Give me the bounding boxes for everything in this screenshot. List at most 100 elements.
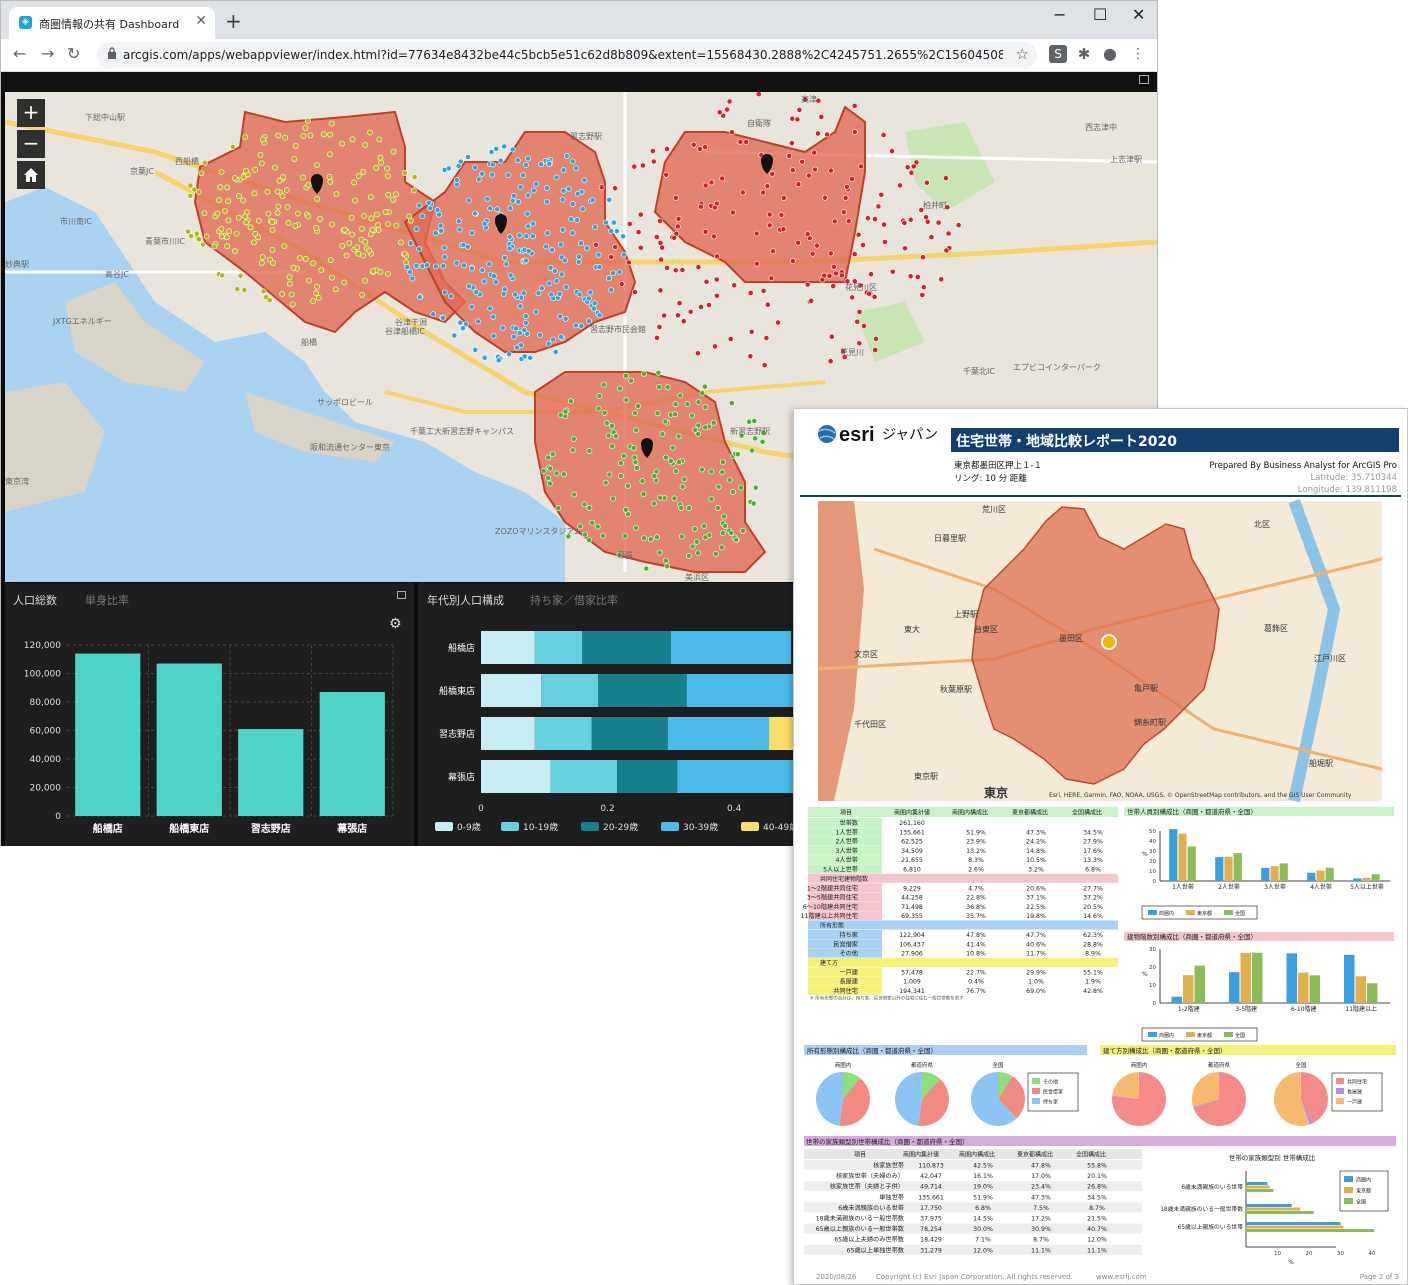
customer-point xyxy=(328,274,335,281)
store-marker-narashino[interactable] xyxy=(761,154,773,174)
customer-point xyxy=(871,293,878,300)
age-segment[interactable] xyxy=(670,631,792,664)
maximize-button[interactable]: ☐ xyxy=(1093,5,1108,24)
age-segment[interactable] xyxy=(481,717,535,750)
new-tab-button[interactable]: + xyxy=(225,9,242,33)
age-segment[interactable] xyxy=(534,631,583,664)
customer-point xyxy=(362,142,369,148)
customer-point xyxy=(654,534,660,541)
customer-point xyxy=(659,244,665,251)
pie-slice xyxy=(1192,1072,1219,1108)
table-cell: 17.0% xyxy=(1031,1173,1051,1180)
customer-point xyxy=(352,197,359,204)
customer-point xyxy=(702,424,709,431)
puzzle-icon[interactable]: ✱ xyxy=(1077,45,1091,63)
back-arrow-icon[interactable]: ← xyxy=(13,44,27,63)
chart-bar xyxy=(1246,1229,1375,1232)
zoom-out-button[interactable]: − xyxy=(17,130,45,158)
customer-point xyxy=(766,211,773,218)
menu-kebab-icon[interactable]: ⋮ xyxy=(1131,46,1145,62)
address-bar[interactable]: arcgis.com/apps/webappviewer/index.html?… xyxy=(97,42,1037,68)
bookmark-star-icon[interactable]: ☆ xyxy=(1015,45,1029,63)
customer-point xyxy=(570,436,577,442)
trade-area-narashino[interactable] xyxy=(653,105,866,283)
customer-point xyxy=(623,372,629,379)
table-header-cell: 商圏内集計値 xyxy=(894,809,930,817)
age-segment[interactable] xyxy=(686,674,798,707)
browser-tab[interactable]: ◈ 商圏情報の共有 Dashboard ✕ xyxy=(9,7,215,39)
customer-point xyxy=(602,479,609,486)
customer-point xyxy=(489,171,496,178)
chart-bar xyxy=(1261,867,1270,881)
tab-close-icon[interactable]: ✕ xyxy=(195,13,207,29)
customer-point xyxy=(300,133,307,139)
customer-point xyxy=(514,157,521,164)
tab-population[interactable]: 人口総数 xyxy=(13,594,57,607)
customer-point xyxy=(680,318,687,325)
map-place-label: 市川南IC xyxy=(60,216,92,226)
close-window-button[interactable]: ✕ xyxy=(1132,5,1146,24)
tab-age-composition[interactable]: 年代別人口構成 xyxy=(427,594,504,607)
customer-point xyxy=(760,287,767,294)
age-segment[interactable] xyxy=(617,760,678,793)
age-segment[interactable] xyxy=(481,674,542,707)
tab-ownership-ratio[interactable]: 持ち家／借家比率 xyxy=(530,594,618,607)
customer-point xyxy=(633,427,640,434)
store-marker-makuhari[interactable] xyxy=(641,438,653,458)
reload-icon[interactable]: ↻ xyxy=(67,44,81,63)
customer-point xyxy=(635,403,641,409)
customer-point xyxy=(563,153,570,159)
store-marker-funabashi[interactable] xyxy=(311,174,323,194)
table-cell: 65歳以上夫婦のみ世帯数 xyxy=(834,1236,905,1244)
age-segment[interactable] xyxy=(667,717,770,750)
customer-point xyxy=(625,259,632,266)
age-segment[interactable] xyxy=(481,760,551,793)
customer-point xyxy=(766,222,773,229)
maximize-panel-icon[interactable] xyxy=(1139,75,1149,84)
map-view[interactable]: 下総中山駅 西船橋 京葉JC 市川南IC 青葉市川IC 高谷JC 妙典駅 JXTGエネルギーサ… xyxy=(5,92,1157,582)
age-segment[interactable] xyxy=(534,717,592,750)
customer-point xyxy=(582,531,588,538)
population-bar[interactable] xyxy=(75,653,141,816)
maximize-panel-icon[interactable] xyxy=(397,591,406,599)
age-segment[interactable] xyxy=(677,760,798,793)
profile-icon[interactable]: ● xyxy=(1103,44,1117,63)
y-tick-label: 40,000 xyxy=(30,755,62,765)
zoom-in-button[interactable]: + xyxy=(17,99,45,127)
population-bar[interactable] xyxy=(319,692,385,816)
chart-bar xyxy=(1270,866,1279,881)
forward-arrow-icon[interactable]: → xyxy=(41,44,55,63)
tab-single-ratio[interactable]: 単身比率 xyxy=(85,594,129,607)
age-segment[interactable] xyxy=(541,674,599,707)
age-segment[interactable] xyxy=(582,631,671,664)
customer-point xyxy=(702,144,708,150)
chart-bar xyxy=(1325,867,1334,881)
y-axis-label: % xyxy=(1142,971,1148,978)
customer-point xyxy=(729,129,735,136)
table-cell: 8.3% xyxy=(968,857,984,864)
age-segment[interactable] xyxy=(481,631,535,664)
store-marker-funabashi-east[interactable] xyxy=(495,214,507,234)
customer-point xyxy=(592,224,598,230)
customer-point xyxy=(647,536,654,543)
customer-point xyxy=(625,482,631,489)
gear-icon[interactable]: ⚙ xyxy=(389,616,402,632)
home-button[interactable] xyxy=(17,161,45,189)
age-segment[interactable] xyxy=(598,674,687,707)
extension-s-icon[interactable]: S xyxy=(1049,45,1067,63)
customer-point xyxy=(620,251,627,258)
customer-point xyxy=(586,537,593,543)
table-cell: 27,906 xyxy=(901,951,923,958)
trade-area-funabashi-east[interactable] xyxy=(403,131,637,353)
customer-point xyxy=(274,188,281,195)
customer-point xyxy=(635,229,642,235)
minimize-button[interactable]: − xyxy=(1053,5,1067,24)
age-segment[interactable] xyxy=(550,760,618,793)
table-cell: 65歳以上単独世帯数 xyxy=(847,1246,905,1254)
customer-point xyxy=(453,260,460,266)
age-segment[interactable] xyxy=(591,717,668,750)
population-bar[interactable] xyxy=(238,729,304,816)
customer-point xyxy=(219,272,225,279)
population-bar[interactable] xyxy=(156,663,222,816)
